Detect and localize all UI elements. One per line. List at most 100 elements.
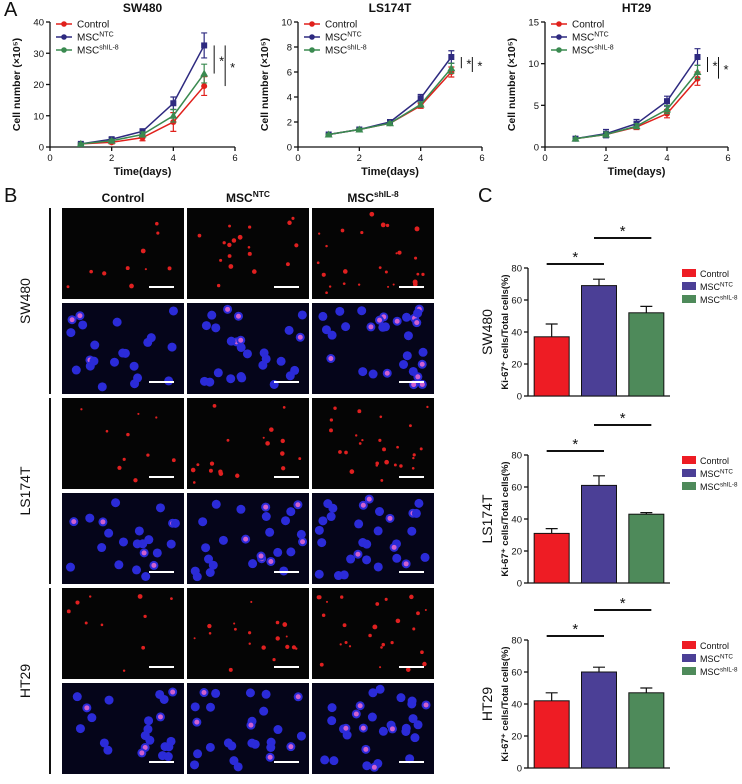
marker: [416, 100, 425, 108]
cell: [373, 562, 383, 572]
cell-signal: [381, 642, 386, 647]
cell: [362, 555, 372, 565]
cell-signal: [419, 447, 423, 451]
cell: [104, 528, 114, 538]
marker: [170, 100, 177, 107]
cell: [326, 512, 336, 522]
annotation: *: [620, 410, 626, 427]
cell-signal: [344, 640, 348, 644]
cell-signal: [167, 266, 172, 271]
cell: [66, 328, 76, 338]
column-header-main: Control: [102, 191, 145, 205]
cell-signal: [263, 504, 269, 510]
x-tick-label: 0: [47, 153, 52, 164]
cell: [111, 498, 121, 508]
cell-signal: [369, 211, 375, 217]
y-axis-label: Cell number (×10⁵): [11, 38, 23, 131]
error-bar: [640, 305, 653, 313]
cell-signal: [237, 234, 243, 240]
cell-signal: [133, 478, 138, 483]
cell-signal: [415, 374, 421, 380]
legend-label-sup: shIL-8: [720, 481, 738, 488]
cell-signal: [357, 703, 363, 709]
cell-signal: [197, 233, 202, 238]
micrograph: [62, 588, 184, 679]
panel-label: B: [4, 185, 17, 207]
legend-label-main: MSC: [700, 295, 721, 305]
y-tick-label: 0: [534, 143, 539, 154]
marker: [664, 98, 670, 105]
cell-signal: [360, 230, 364, 235]
cell-signal: [218, 471, 224, 476]
cell-signal: [360, 725, 366, 731]
cell-signal: [280, 451, 285, 456]
legend-label: MSCNTC: [572, 32, 609, 44]
cell: [402, 312, 412, 322]
cell-signal: [156, 231, 160, 235]
cell: [411, 508, 421, 518]
cell: [245, 688, 255, 698]
legend-label-main: MSC: [572, 46, 594, 57]
legend-label-main: MSC: [572, 33, 594, 44]
cell: [207, 310, 217, 320]
cell-signal: [142, 745, 148, 751]
cell-signal: [207, 623, 212, 629]
cell-signal: [125, 266, 130, 271]
cell: [362, 539, 372, 549]
cell-signal: [287, 220, 292, 226]
y-tick-label: 80: [511, 636, 522, 647]
legend-label: MSCNTC: [700, 281, 733, 292]
cell-signal: [66, 285, 70, 289]
x-axis-label: Time(days): [361, 166, 419, 178]
cell-signal: [298, 457, 302, 461]
legend-marker: [556, 47, 562, 53]
cell-signal: [395, 252, 398, 255]
x-tick-label: 2: [357, 153, 362, 164]
cell: [199, 376, 209, 386]
legend-marker: [61, 21, 67, 27]
cell: [226, 336, 236, 346]
cell-signal: [122, 669, 126, 672]
cell: [396, 693, 406, 703]
y-tick-label: 0: [517, 764, 522, 775]
legend-label-sup: shIL-8: [594, 45, 614, 52]
legend-label-main: MSC: [700, 482, 721, 492]
cell: [261, 689, 271, 699]
cell: [380, 322, 390, 332]
cell-signal: [378, 266, 382, 270]
bar: [581, 484, 617, 584]
y-tick-label: 20: [511, 732, 522, 743]
cell-signal: [216, 283, 221, 288]
legend-label: MSCNTC: [325, 32, 362, 44]
y-axis-label: Ki-67⁺ cells/Total cells(%): [500, 274, 511, 389]
cell-signal: [380, 646, 383, 649]
cell-signal: [117, 465, 122, 470]
marker: [138, 130, 147, 138]
legend-label: Control: [77, 20, 109, 31]
marker: [571, 134, 580, 142]
y-tick-label: 10: [33, 111, 44, 122]
marker: [632, 122, 641, 130]
cell-signal: [294, 243, 299, 248]
legend-swatch: [682, 295, 696, 303]
cell-signal: [385, 223, 390, 228]
cell-signal: [412, 627, 416, 631]
cell: [286, 507, 296, 517]
cell-signal: [201, 690, 207, 696]
cell: [418, 347, 428, 357]
cell: [104, 695, 114, 705]
cell: [190, 566, 200, 576]
y-tick-label: 30: [33, 49, 44, 60]
x-tick-label: 2: [603, 153, 608, 164]
chart-title: SW480: [479, 309, 495, 355]
cell: [190, 760, 200, 770]
annotation: *: [713, 59, 718, 74]
cell-signal: [416, 611, 420, 616]
cell-signal: [226, 438, 230, 442]
cell: [211, 499, 221, 509]
cell: [342, 730, 352, 740]
legend-label: MSCshIL-8: [572, 45, 614, 57]
cell-signal: [248, 225, 252, 229]
cell-signal: [340, 595, 344, 599]
legend-label-sup: shIL-8: [720, 666, 738, 673]
